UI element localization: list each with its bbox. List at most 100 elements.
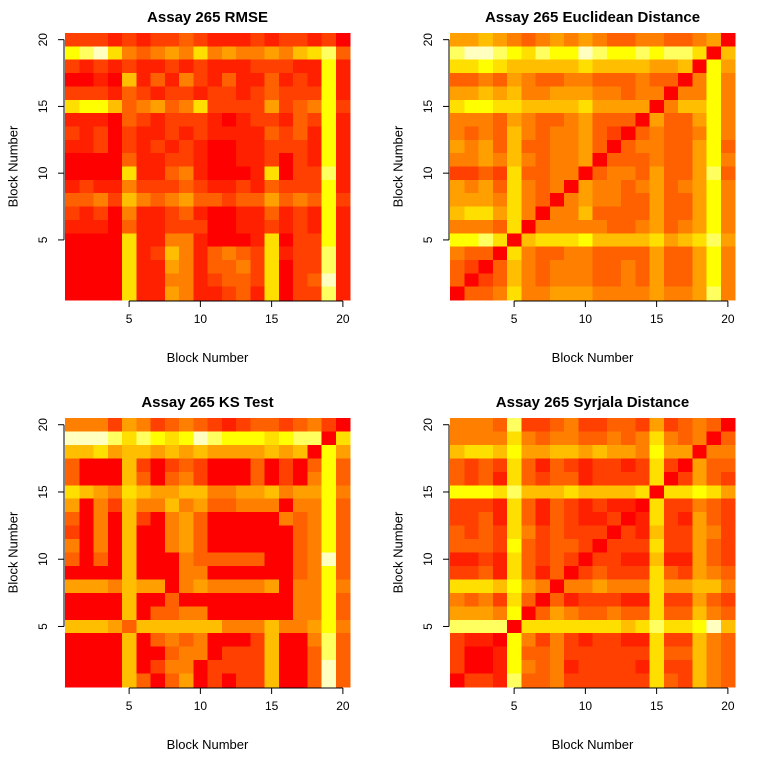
heatmap-cell bbox=[207, 579, 223, 594]
heatmap-cell bbox=[649, 660, 665, 674]
y-axis-label: Block Number bbox=[391, 125, 406, 207]
heatmap-cell bbox=[164, 286, 180, 301]
heatmap-cell bbox=[692, 444, 707, 459]
heatmap-cell bbox=[136, 273, 151, 288]
heatmap-cell bbox=[264, 498, 280, 513]
heatmap-cell bbox=[250, 606, 265, 621]
heatmap-cell bbox=[464, 193, 479, 207]
heatmap-cell bbox=[521, 592, 536, 607]
heatmap-cell bbox=[663, 259, 679, 274]
heatmap-cell bbox=[179, 153, 194, 167]
heatmap-cell bbox=[521, 512, 536, 526]
heatmap-cell bbox=[321, 126, 337, 141]
heatmap-cell bbox=[221, 233, 237, 247]
heatmap-cell bbox=[450, 579, 465, 594]
heatmap-cell bbox=[207, 512, 223, 526]
heatmap-cell bbox=[207, 498, 223, 513]
heatmap-cell bbox=[65, 512, 80, 526]
heatmap-cell bbox=[621, 498, 636, 513]
heatmap-cell bbox=[564, 73, 579, 87]
heatmap-cell bbox=[221, 179, 237, 194]
heatmap-cell bbox=[564, 431, 579, 446]
heatmap-cell bbox=[122, 539, 137, 553]
heatmap-cell bbox=[606, 166, 622, 181]
heatmap-cell bbox=[221, 606, 237, 621]
heatmap-cell bbox=[621, 99, 636, 114]
heatmap-cell bbox=[250, 646, 265, 661]
heatmap-cell bbox=[592, 113, 608, 127]
heatmap-cell bbox=[621, 33, 636, 47]
heatmap-cell bbox=[335, 512, 351, 526]
heatmap-cell bbox=[207, 73, 223, 87]
heatmap-cell bbox=[621, 246, 636, 261]
heatmap-cell bbox=[635, 59, 650, 74]
heatmap-cell bbox=[507, 485, 522, 500]
heatmap-cell bbox=[236, 126, 251, 141]
heatmap-cell bbox=[478, 606, 494, 621]
heatmap-cell bbox=[221, 206, 237, 221]
heatmap-cell bbox=[635, 246, 650, 261]
heatmap-cell bbox=[621, 73, 636, 87]
heatmap-cell bbox=[535, 673, 551, 688]
heatmap-cell bbox=[507, 660, 522, 674]
heatmap-cell bbox=[692, 33, 707, 47]
heatmap-cell bbox=[521, 126, 536, 141]
x-tick-label: 10 bbox=[579, 699, 593, 713]
heatmap-cell bbox=[335, 166, 351, 181]
heatmap-cell bbox=[663, 233, 679, 247]
heatmap-cell bbox=[179, 233, 194, 247]
heatmap-cell bbox=[307, 431, 322, 446]
heatmap-cell bbox=[164, 444, 180, 459]
heatmap-cells bbox=[450, 418, 736, 688]
heatmap-cell bbox=[250, 418, 265, 432]
heatmap-cell bbox=[578, 539, 593, 553]
heatmap-cell bbox=[606, 206, 622, 221]
heatmap-cell bbox=[663, 33, 679, 47]
heatmap-cell bbox=[150, 206, 166, 221]
heatmap-cell bbox=[321, 646, 337, 661]
heatmap-cell bbox=[521, 86, 536, 101]
heatmap-cell bbox=[678, 458, 693, 473]
heatmap-cell bbox=[65, 59, 80, 74]
heatmap-cell bbox=[492, 673, 508, 688]
heatmap-cell bbox=[65, 33, 80, 47]
heatmap-cell bbox=[535, 219, 551, 234]
chart-title: Assay 265 Euclidean Distance bbox=[485, 9, 700, 26]
heatmap-cell bbox=[221, 673, 237, 688]
heatmap-cell bbox=[678, 206, 693, 221]
heatmap-cell bbox=[250, 166, 265, 181]
heatmap-cell bbox=[606, 33, 622, 47]
heatmap-cell bbox=[236, 153, 251, 167]
heatmap-cell bbox=[293, 193, 308, 207]
heatmap-cell bbox=[678, 673, 693, 688]
heatmap-cell bbox=[164, 660, 180, 674]
heatmap-cell bbox=[65, 206, 80, 221]
heatmap-cell bbox=[65, 139, 80, 154]
heatmap-cell bbox=[692, 206, 707, 221]
heatmap-cell bbox=[464, 444, 479, 459]
heatmap-cell bbox=[492, 86, 508, 101]
heatmap-cell bbox=[692, 86, 707, 101]
x-tick-label: 10 bbox=[194, 312, 208, 326]
heatmap-cell bbox=[164, 619, 180, 634]
heatmap-cell bbox=[521, 193, 536, 207]
heatmap-cell bbox=[521, 179, 536, 194]
heatmap-cell bbox=[307, 166, 322, 181]
heatmap-cell bbox=[635, 633, 650, 648]
heatmap-cell bbox=[335, 259, 351, 274]
heatmap-cell bbox=[621, 565, 636, 580]
heatmap-cell bbox=[264, 219, 280, 234]
heatmap-cell bbox=[564, 126, 579, 141]
x-tick-label: 15 bbox=[650, 312, 664, 326]
heatmap-cell bbox=[79, 606, 94, 621]
heatmap-cell bbox=[464, 606, 479, 621]
heatmap-cell bbox=[663, 153, 679, 167]
heatmap-cell bbox=[621, 512, 636, 526]
heatmap-cell bbox=[535, 633, 551, 648]
heatmap-cell bbox=[706, 86, 722, 101]
heatmap-cell bbox=[278, 206, 294, 221]
heatmap-cell bbox=[706, 660, 722, 674]
heatmap-cell bbox=[564, 565, 579, 580]
heatmap-cell bbox=[464, 86, 479, 101]
